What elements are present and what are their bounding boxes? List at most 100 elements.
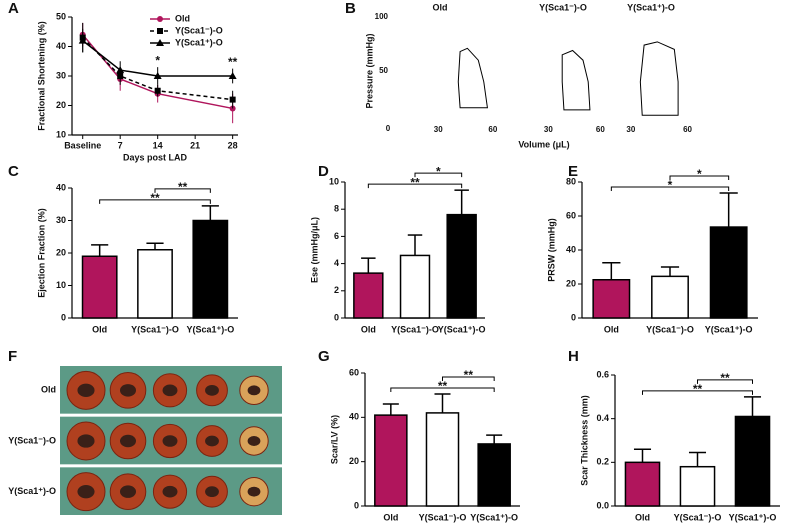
y-tick-label: 4 — [334, 258, 339, 268]
y-axis-label: Scar/LV (%) — [329, 415, 339, 464]
x-tick-label: 7 — [118, 140, 123, 150]
y-tick-label: 0.0 — [596, 500, 609, 510]
x-tick-label: Old — [604, 324, 619, 334]
marker — [116, 66, 125, 74]
bar — [192, 219, 229, 319]
slice-lumen — [205, 435, 219, 447]
significance: * — [155, 53, 160, 67]
y-tick-label: 10 — [56, 129, 66, 139]
significance: ** — [438, 379, 448, 393]
y-tick-label: 60 — [566, 210, 576, 220]
y-tick-label: 0 — [354, 500, 359, 510]
y-tick-label: 0 — [386, 124, 391, 133]
x-tick-label: 30 — [434, 125, 443, 134]
significance: * — [436, 164, 441, 178]
panel-letter: H — [568, 348, 579, 365]
y-axis-label: Scar Thickness (mm) — [579, 395, 589, 486]
y-tick-label: 20 — [56, 247, 66, 257]
x-tick-label: Old — [361, 324, 376, 334]
x-tick-label: 60 — [488, 125, 497, 134]
slice-lumen — [162, 485, 178, 498]
bar — [374, 414, 408, 507]
pv-loop — [561, 49, 591, 111]
legend-label: Y(Sca1⁻)-O — [175, 25, 223, 35]
row-label: Y(Sca1⁻)-O — [8, 435, 56, 445]
significance-bracket — [642, 390, 753, 395]
loop-title: Y(Sca1⁺)-O — [627, 2, 675, 12]
significance-bracket — [414, 172, 463, 178]
y-tick-label: 20 — [349, 456, 359, 466]
panel-letter: G — [318, 348, 330, 365]
significance-bracket — [99, 199, 211, 204]
bar — [446, 213, 477, 319]
y-tick-label: 6 — [334, 231, 339, 241]
row-label: Y(Sca1⁺)-O — [8, 486, 56, 496]
series-line — [82, 37, 233, 101]
x-tick-label: Y(Sca1⁺)-O — [470, 512, 518, 522]
x-tick-label: 30 — [626, 125, 635, 134]
y-tick-label: 50 — [56, 11, 66, 21]
slice-lumen — [162, 384, 178, 397]
y-axis-label: Pressure (mmHg) — [364, 33, 374, 108]
y-tick-label: 0 — [61, 312, 66, 322]
y-tick-label: 20 — [56, 100, 66, 110]
slice-lumen — [119, 485, 137, 498]
y-tick-label: 8 — [334, 204, 339, 214]
significance-bracket — [390, 387, 495, 393]
series-line — [82, 34, 233, 110]
y-tick-label: 100 — [375, 12, 389, 21]
marker — [229, 96, 236, 103]
significance: ** — [228, 55, 238, 69]
x-tick-label: Y(Sca1⁺)-O — [186, 324, 234, 334]
x-tick-label: 30 — [544, 125, 553, 134]
marker — [153, 72, 162, 79]
significance-bracket — [669, 175, 730, 181]
x-tick-label: Old — [92, 324, 107, 334]
bar — [709, 226, 748, 319]
significance: ** — [464, 368, 474, 382]
significance: * — [668, 178, 673, 192]
loop-title: Old — [433, 2, 448, 12]
y-tick-label: 10 — [56, 280, 66, 290]
bar — [137, 249, 173, 319]
y-tick-label: 0 — [334, 312, 339, 322]
x-tick-label: 28 — [228, 140, 238, 150]
panel-letter: B — [345, 0, 356, 17]
slice-lumen — [247, 436, 261, 446]
significance: * — [697, 167, 702, 181]
y-axis-label: Ese (mmHg/μL) — [309, 217, 319, 283]
marker — [157, 28, 163, 34]
x-tick-label: Old — [635, 512, 650, 522]
significance-bracket — [610, 186, 730, 192]
bar — [399, 254, 431, 319]
significance-bracket — [697, 379, 753, 384]
y-axis-label: Ejection Fraction (%) — [36, 208, 46, 298]
marker — [157, 16, 163, 22]
significance: ** — [178, 180, 188, 194]
x-tick-label: Y(Sca1⁻)-O — [391, 324, 439, 334]
y-tick-label: 0.2 — [596, 457, 609, 467]
x-tick-label: 60 — [596, 125, 605, 134]
y-tick-label: 80 — [566, 176, 576, 186]
bar — [425, 412, 460, 507]
bar — [624, 461, 661, 507]
slice-lumen — [77, 383, 95, 397]
panel-letter: E — [568, 163, 578, 180]
x-tick-label: Old — [383, 512, 398, 522]
y-tick-label: 30 — [56, 70, 66, 80]
bar — [592, 279, 631, 319]
slice-lumen — [162, 435, 178, 447]
marker — [78, 36, 87, 44]
significance-bracket — [154, 188, 211, 193]
panel-letter: C — [8, 163, 19, 180]
slice-lumen — [205, 384, 219, 396]
bar — [734, 415, 771, 507]
significance: ** — [410, 175, 420, 189]
bar — [353, 272, 384, 319]
x-tick-label: Y(Sca1⁻)-O — [674, 512, 722, 522]
x-tick-label: Y(Sca1⁻)-O — [419, 512, 467, 522]
y-tick-label: 20 — [566, 278, 576, 288]
series-line — [82, 40, 233, 77]
x-axis-label: Days post LAD — [123, 152, 188, 162]
